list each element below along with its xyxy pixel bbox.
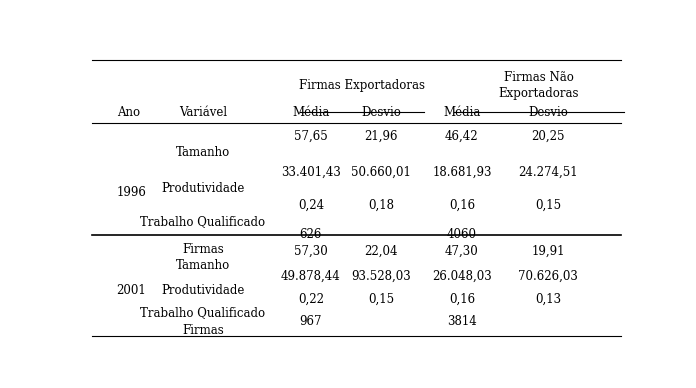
Text: 20,25: 20,25 xyxy=(532,130,565,143)
Text: 50.660,01: 50.660,01 xyxy=(351,166,411,178)
Text: 4060: 4060 xyxy=(447,228,477,241)
Text: Trabalho Qualificado: Trabalho Qualificado xyxy=(141,215,266,228)
Text: Ano: Ano xyxy=(117,106,140,119)
Text: 24.274,51: 24.274,51 xyxy=(519,166,578,178)
Text: 47,30: 47,30 xyxy=(445,245,479,258)
Text: 0,24: 0,24 xyxy=(298,198,324,211)
Text: 22,04: 22,04 xyxy=(364,245,397,258)
Text: Firmas Não
Exportadoras: Firmas Não Exportadoras xyxy=(498,71,579,100)
Text: 57,65: 57,65 xyxy=(294,130,328,143)
Text: 93.528,03: 93.528,03 xyxy=(351,270,411,283)
Text: 0,13: 0,13 xyxy=(535,293,561,305)
Text: 21,96: 21,96 xyxy=(364,130,397,143)
Text: 26.048,03: 26.048,03 xyxy=(432,270,492,283)
Text: 2001: 2001 xyxy=(117,284,146,296)
Text: Firmas: Firmas xyxy=(182,243,224,256)
Text: 19,91: 19,91 xyxy=(532,245,565,258)
Text: Média: Média xyxy=(292,106,329,119)
Text: 626: 626 xyxy=(300,228,322,241)
Text: 1996: 1996 xyxy=(117,187,147,199)
Text: 0,15: 0,15 xyxy=(368,293,394,305)
Text: 0,18: 0,18 xyxy=(368,198,394,211)
Text: 70.626,03: 70.626,03 xyxy=(519,270,578,283)
Text: 46,42: 46,42 xyxy=(445,130,479,143)
Text: Produtividade: Produtividade xyxy=(161,284,245,297)
Text: Desvio: Desvio xyxy=(361,106,401,119)
Text: 0,16: 0,16 xyxy=(449,198,475,211)
Text: 18.681,93: 18.681,93 xyxy=(432,166,491,178)
Text: Desvio: Desvio xyxy=(528,106,568,119)
Text: 0,15: 0,15 xyxy=(535,198,561,211)
Text: 3814: 3814 xyxy=(447,315,477,328)
Text: Tamanho: Tamanho xyxy=(176,259,230,272)
Text: 967: 967 xyxy=(299,315,322,328)
Text: 49.878,44: 49.878,44 xyxy=(281,270,341,283)
Text: 33.401,43: 33.401,43 xyxy=(281,166,341,178)
Text: 0,16: 0,16 xyxy=(449,293,475,305)
Text: Tamanho: Tamanho xyxy=(176,146,230,159)
Text: 57,30: 57,30 xyxy=(294,245,328,258)
Text: Firmas: Firmas xyxy=(182,324,224,338)
Text: Firmas Exportadoras: Firmas Exportadoras xyxy=(299,79,425,92)
Text: Trabalho Qualificado: Trabalho Qualificado xyxy=(141,306,266,319)
Text: Média: Média xyxy=(443,106,480,119)
Text: Variável: Variável xyxy=(179,106,227,119)
Text: Produtividade: Produtividade xyxy=(161,182,245,195)
Text: 0,22: 0,22 xyxy=(298,293,324,305)
